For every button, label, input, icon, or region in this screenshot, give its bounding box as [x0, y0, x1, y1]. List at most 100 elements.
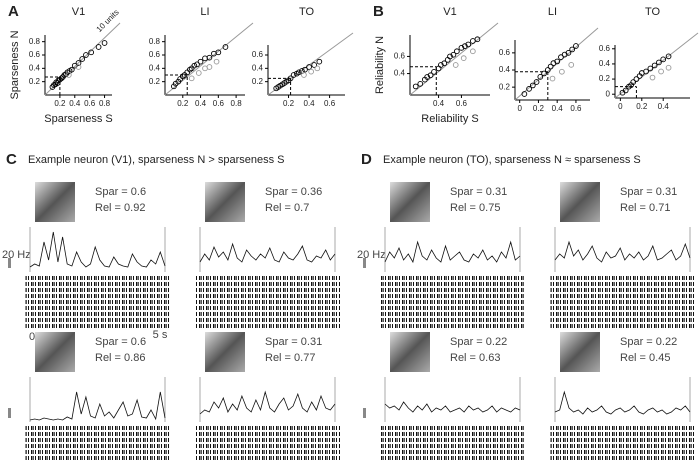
scale-label: 20 Hz: [357, 249, 386, 261]
point: [622, 87, 629, 94]
y-axis-label: Sparseness N: [9, 30, 21, 99]
point: [569, 46, 576, 53]
stimulus-image: [35, 332, 75, 372]
rate-trace: [29, 231, 166, 268]
point: [565, 50, 572, 56]
stimulus-image: [205, 182, 245, 222]
point: [314, 65, 321, 72]
point: [462, 43, 468, 49]
point: [630, 79, 637, 85]
panel-label: C: [6, 151, 17, 168]
point: [470, 38, 476, 44]
point: [306, 64, 312, 70]
panel-label: D: [361, 151, 372, 168]
point: [215, 49, 222, 56]
rate-trace: [554, 390, 691, 415]
point: [206, 54, 213, 61]
point: [295, 69, 302, 76]
point: [559, 68, 565, 75]
point: [302, 66, 308, 73]
x-tick-label: 0: [618, 102, 623, 111]
point: [438, 62, 444, 68]
sparseness-label: Spar = 0.31: [265, 336, 322, 348]
scale-bar: [363, 408, 366, 418]
stimulus-image: [390, 182, 430, 222]
point: [88, 49, 95, 56]
point: [65, 72, 72, 78]
point: [458, 45, 465, 51]
point: [68, 66, 75, 73]
chart-title: LI: [548, 6, 557, 18]
point: [316, 58, 323, 65]
point: [460, 55, 467, 61]
point: [424, 74, 430, 80]
scale-bar: [8, 408, 11, 418]
point: [75, 64, 82, 70]
point: [633, 76, 640, 82]
x-tick-label: 0.4: [658, 102, 670, 111]
point: [521, 91, 528, 97]
spike-raster: [195, 276, 340, 328]
x-tick-label: 0.4: [433, 99, 445, 108]
point: [195, 70, 202, 76]
point: [287, 75, 294, 82]
reliability-label: Rel = 0.63: [450, 352, 500, 364]
chart-title: TO: [299, 6, 315, 18]
stimulus-image: [560, 332, 600, 372]
x-tick-label: 0.4: [552, 104, 564, 113]
y-tick-label: 0.6: [29, 50, 41, 59]
point: [188, 75, 195, 82]
point: [213, 58, 220, 65]
scale-label: 20 Hz: [2, 249, 31, 261]
point: [537, 74, 544, 80]
rate-trace: [199, 390, 336, 415]
diagonal: [614, 32, 699, 99]
x-tick-label: 0: [517, 104, 522, 113]
point: [660, 56, 667, 63]
y-tick-label: 0.4: [29, 63, 41, 72]
y-tick-label: 0.8: [149, 37, 161, 46]
y-tick-label: 0.2: [252, 77, 264, 86]
rate-trace: [554, 240, 691, 263]
diagonal: [409, 22, 499, 96]
rate-trace: [384, 240, 521, 264]
point: [658, 68, 664, 75]
y-tick-label: 0.6: [394, 52, 406, 61]
x-tick-label: 0.4: [69, 99, 81, 108]
sparseness-label: Spar = 0.36: [265, 186, 322, 198]
point: [412, 83, 419, 90]
y-tick-label: 0.4: [599, 59, 611, 68]
x-tick-label: 0.2: [533, 104, 545, 113]
diagonal: [164, 22, 254, 96]
point: [649, 74, 656, 81]
point: [95, 44, 102, 50]
sparseness-label: Spar = 0.31: [450, 186, 507, 198]
x-tick-label: 0.6: [570, 104, 582, 113]
x-axis-label: Sparseness S: [44, 113, 112, 125]
point: [541, 70, 547, 77]
point: [301, 72, 307, 78]
y-tick-label: 0.4: [499, 65, 511, 74]
point: [447, 53, 453, 60]
scale-bar: [8, 258, 11, 268]
x-tick-label: 0.6: [324, 99, 336, 108]
spike-raster: [380, 426, 525, 462]
annotation: 10 units: [95, 8, 121, 34]
stimulus-image: [205, 332, 245, 372]
point: [75, 60, 82, 66]
point: [526, 86, 532, 92]
point: [222, 44, 229, 50]
point: [568, 62, 575, 68]
reliability-label: Rel = 0.75: [450, 202, 500, 214]
point: [665, 53, 672, 60]
point: [435, 65, 442, 72]
x-tick-label: 0.4: [304, 99, 316, 108]
y-tick-label: 0.2: [29, 77, 41, 86]
chart-title: TO: [645, 6, 661, 18]
scale-bar: [363, 258, 366, 268]
spike-raster: [25, 276, 170, 328]
point: [206, 64, 213, 70]
x-tick-label: 0.6: [84, 99, 96, 108]
x-tick-label: 0.6: [456, 99, 468, 108]
